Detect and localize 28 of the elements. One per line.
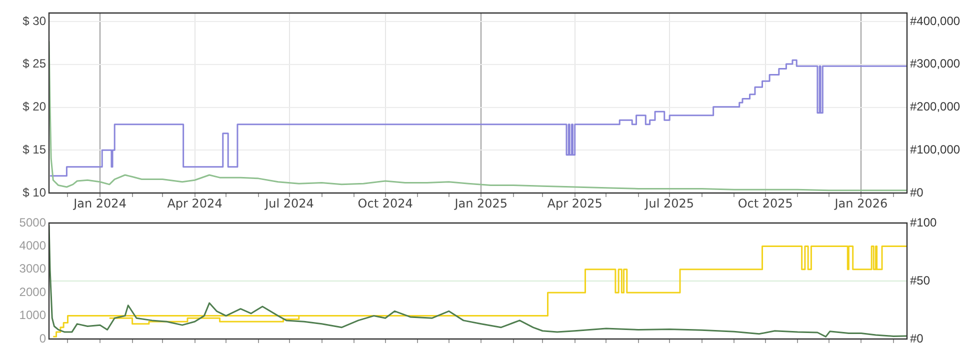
x-tick-label: Jan 2026	[834, 196, 888, 210]
x-tick-label: Jul 2024	[264, 196, 314, 210]
y-tick-label: 3000	[19, 262, 46, 276]
x-tick-label: Apr 2024	[167, 196, 222, 210]
x-tick-label: Jan 2024	[72, 196, 126, 210]
y2-tick-label: #0	[910, 185, 924, 200]
y-tick-label: 1000	[19, 308, 46, 322]
y2-tick-label: #0	[910, 331, 924, 346]
y-tick-label: 0	[39, 331, 46, 346]
y2-tick-label: #100	[910, 215, 938, 230]
y-tick-label: $ 10	[22, 185, 46, 200]
y-tick-label: 4000	[19, 238, 46, 253]
y-tick-label: $ 30	[22, 14, 46, 28]
y-tick-label: $ 20	[22, 100, 46, 114]
x-tick-label: Jan 2025	[454, 196, 508, 210]
y2-tick-label: #200,000	[910, 100, 960, 114]
y2-tick-label: #100,000	[910, 142, 960, 156]
y-tick-label: $ 15	[22, 142, 46, 156]
y2-tick-label: #300,000	[910, 56, 960, 71]
y2-tick-label: #400,000	[910, 14, 960, 28]
y-tick-label: 2000	[19, 284, 46, 299]
x-tick-label: Oct 2024	[358, 196, 413, 210]
y-tick-label: 5000	[19, 215, 46, 230]
y-tick-label: $ 25	[22, 56, 46, 71]
x-tick-label: Jul 2025	[644, 196, 694, 210]
x-tick-label: Oct 2025	[738, 196, 793, 210]
y2-tick-label: #50	[910, 273, 930, 288]
x-tick-label: Apr 2025	[547, 196, 602, 210]
